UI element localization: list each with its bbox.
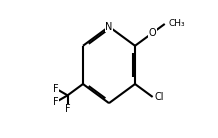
Text: O: O: [149, 28, 157, 38]
Text: F: F: [65, 104, 70, 114]
Text: F: F: [53, 83, 59, 94]
Text: N: N: [105, 22, 113, 32]
Text: Cl: Cl: [154, 92, 164, 102]
Text: CH₃: CH₃: [168, 19, 185, 28]
Text: F: F: [53, 97, 59, 107]
